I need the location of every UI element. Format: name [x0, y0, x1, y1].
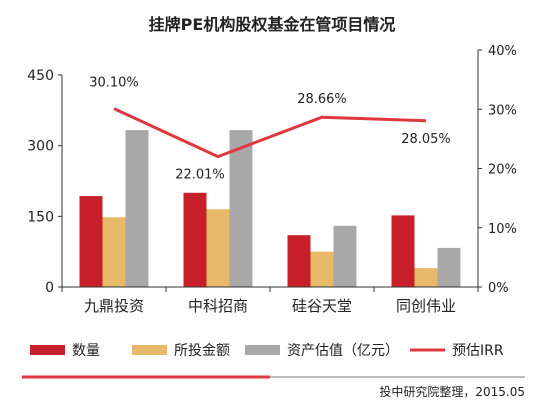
- legend-label: 数量: [72, 343, 100, 359]
- legend-label: 预估IRR: [452, 343, 504, 359]
- bar: [229, 130, 253, 287]
- left-tick-label: 300: [27, 139, 54, 155]
- legend: 数量 所投金额 资产估值（亿元） 预估IRR: [30, 343, 504, 359]
- right-tick-label: 20%: [488, 163, 517, 178]
- left-tick-label: 450: [27, 68, 54, 84]
- right-tick-label: 10%: [488, 222, 517, 237]
- bar: [287, 235, 311, 287]
- legend-label: 资产估值（亿元）: [287, 343, 399, 359]
- legend-swatch: [132, 345, 167, 355]
- irr-line-series: 30.10% 22.01% 28.66% 28.05%: [89, 76, 451, 183]
- legend-label: 所投金额: [174, 343, 230, 359]
- bar: [206, 209, 230, 287]
- x-tick-label: 中科招商: [188, 297, 248, 315]
- bar: [437, 247, 461, 287]
- bar: [414, 268, 438, 287]
- right-tick-label: 30%: [488, 103, 517, 118]
- irr-data-label: 28.66%: [297, 92, 347, 107]
- bar-series: [79, 130, 461, 287]
- bar: [310, 251, 334, 287]
- x-tick-label: 同创伟业: [396, 297, 456, 315]
- bar: [79, 196, 103, 287]
- footer: 投中研究院整理，2015.05: [22, 375, 525, 399]
- irr-data-label: 22.01%: [175, 168, 225, 183]
- x-axis: 九鼎投资 中科招商 硅谷天堂 同创伟业: [61, 286, 479, 315]
- source-note: 投中研究院整理，2015.05: [379, 384, 525, 399]
- bar: [102, 217, 126, 287]
- legend-swatch: [30, 345, 65, 355]
- chart-title: 挂牌PE机构股权基金在管项目情况: [149, 15, 396, 34]
- irr-data-label: 28.05%: [401, 132, 451, 147]
- left-y-axis: 0 150 300 450: [27, 68, 63, 296]
- bar: [183, 192, 207, 287]
- irr-data-label: 30.10%: [89, 76, 139, 91]
- left-tick-label: 0: [45, 280, 54, 296]
- x-tick-label: 九鼎投资: [84, 297, 144, 315]
- bar: [125, 130, 149, 287]
- x-tick-label: 硅谷天堂: [292, 297, 352, 315]
- bar: [391, 215, 415, 287]
- left-tick-label: 150: [27, 209, 54, 225]
- right-tick-label: 40%: [488, 44, 517, 59]
- legend-swatch: [245, 345, 280, 355]
- right-tick-label: 0%: [488, 281, 509, 296]
- irr-line: [113, 107, 427, 159]
- right-y-axis: 0% 10% 20% 30% 40%: [477, 44, 517, 296]
- bar: [333, 225, 357, 287]
